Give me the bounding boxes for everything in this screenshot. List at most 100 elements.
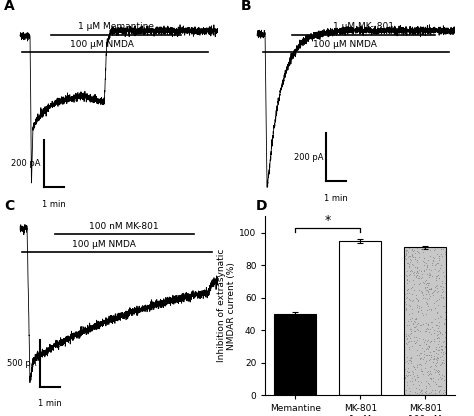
Point: [437, 343, 445, 350]
Point: [428, 362, 435, 369]
Point: [402, 340, 410, 347]
Point: [408, 246, 416, 253]
Point: [420, 268, 428, 275]
Point: [415, 287, 422, 293]
Point: [411, 327, 419, 334]
Point: [432, 350, 439, 357]
Point: [427, 375, 435, 381]
Point: [423, 383, 430, 390]
Point: [402, 251, 410, 258]
Point: [426, 265, 433, 272]
Point: [413, 263, 421, 270]
Point: [436, 267, 443, 274]
Text: 1 μM MK- 801: 1 μM MK- 801: [333, 22, 394, 31]
Point: [409, 369, 417, 376]
Point: [426, 280, 433, 286]
Point: [411, 377, 419, 384]
Point: [424, 303, 432, 310]
Text: 1 μM Memantine: 1 μM Memantine: [78, 22, 154, 31]
Point: [433, 309, 441, 315]
Point: [426, 305, 433, 312]
Point: [412, 385, 419, 392]
Point: [441, 342, 449, 349]
Point: [406, 255, 414, 262]
Point: [403, 267, 411, 274]
Point: [413, 272, 420, 279]
Point: [418, 355, 425, 362]
Point: [405, 390, 413, 397]
Point: [428, 266, 435, 273]
Point: [432, 275, 440, 281]
Point: [434, 383, 441, 389]
Point: [439, 245, 447, 252]
Point: [428, 285, 435, 291]
Point: [414, 304, 421, 310]
Point: [428, 338, 435, 344]
Point: [417, 275, 425, 281]
Point: [419, 336, 427, 342]
Point: [441, 279, 449, 286]
Point: [417, 246, 425, 253]
Point: [415, 272, 423, 279]
Text: 200 pA: 200 pA: [11, 159, 41, 168]
Point: [428, 324, 436, 330]
Point: [433, 334, 441, 341]
Point: [438, 291, 445, 298]
Point: [412, 273, 419, 280]
Point: [413, 364, 421, 370]
Point: [403, 290, 410, 297]
Point: [441, 344, 448, 350]
Point: [425, 343, 432, 350]
Point: [406, 259, 413, 265]
Point: [425, 272, 432, 278]
Point: [406, 325, 413, 332]
Point: [425, 389, 433, 396]
Point: [410, 364, 418, 371]
Point: [414, 270, 422, 277]
Point: [407, 330, 414, 337]
Point: [409, 297, 417, 303]
Point: [415, 266, 423, 273]
Point: [403, 373, 410, 380]
Point: [438, 342, 446, 349]
Point: [436, 334, 443, 341]
Point: [416, 391, 423, 397]
Point: [431, 379, 438, 385]
Point: [427, 286, 434, 293]
Point: [436, 255, 443, 261]
Point: [420, 255, 428, 261]
Point: [437, 261, 445, 268]
Point: [408, 250, 416, 257]
Point: [403, 334, 411, 341]
Point: [423, 283, 431, 290]
Point: [401, 290, 409, 297]
Point: [407, 329, 415, 336]
Point: [434, 302, 442, 309]
Point: [440, 272, 448, 279]
Point: [436, 361, 443, 368]
Point: [426, 246, 434, 253]
Point: [405, 385, 412, 391]
Point: [407, 317, 415, 324]
Point: [408, 297, 416, 304]
Point: [432, 261, 439, 267]
Point: [415, 275, 423, 282]
Point: [433, 272, 440, 279]
Point: [407, 338, 414, 344]
Point: [432, 381, 439, 387]
Point: [410, 269, 418, 275]
Point: [440, 319, 448, 326]
Point: [426, 294, 433, 301]
Point: [418, 390, 426, 397]
Point: [407, 325, 415, 332]
Point: [407, 360, 415, 367]
Point: [416, 360, 423, 367]
Point: [418, 349, 425, 356]
Point: [432, 366, 440, 373]
Point: [434, 297, 441, 303]
Point: [407, 357, 414, 364]
Point: [406, 337, 413, 344]
Point: [429, 359, 437, 365]
Point: [419, 371, 427, 377]
Point: [413, 374, 420, 380]
